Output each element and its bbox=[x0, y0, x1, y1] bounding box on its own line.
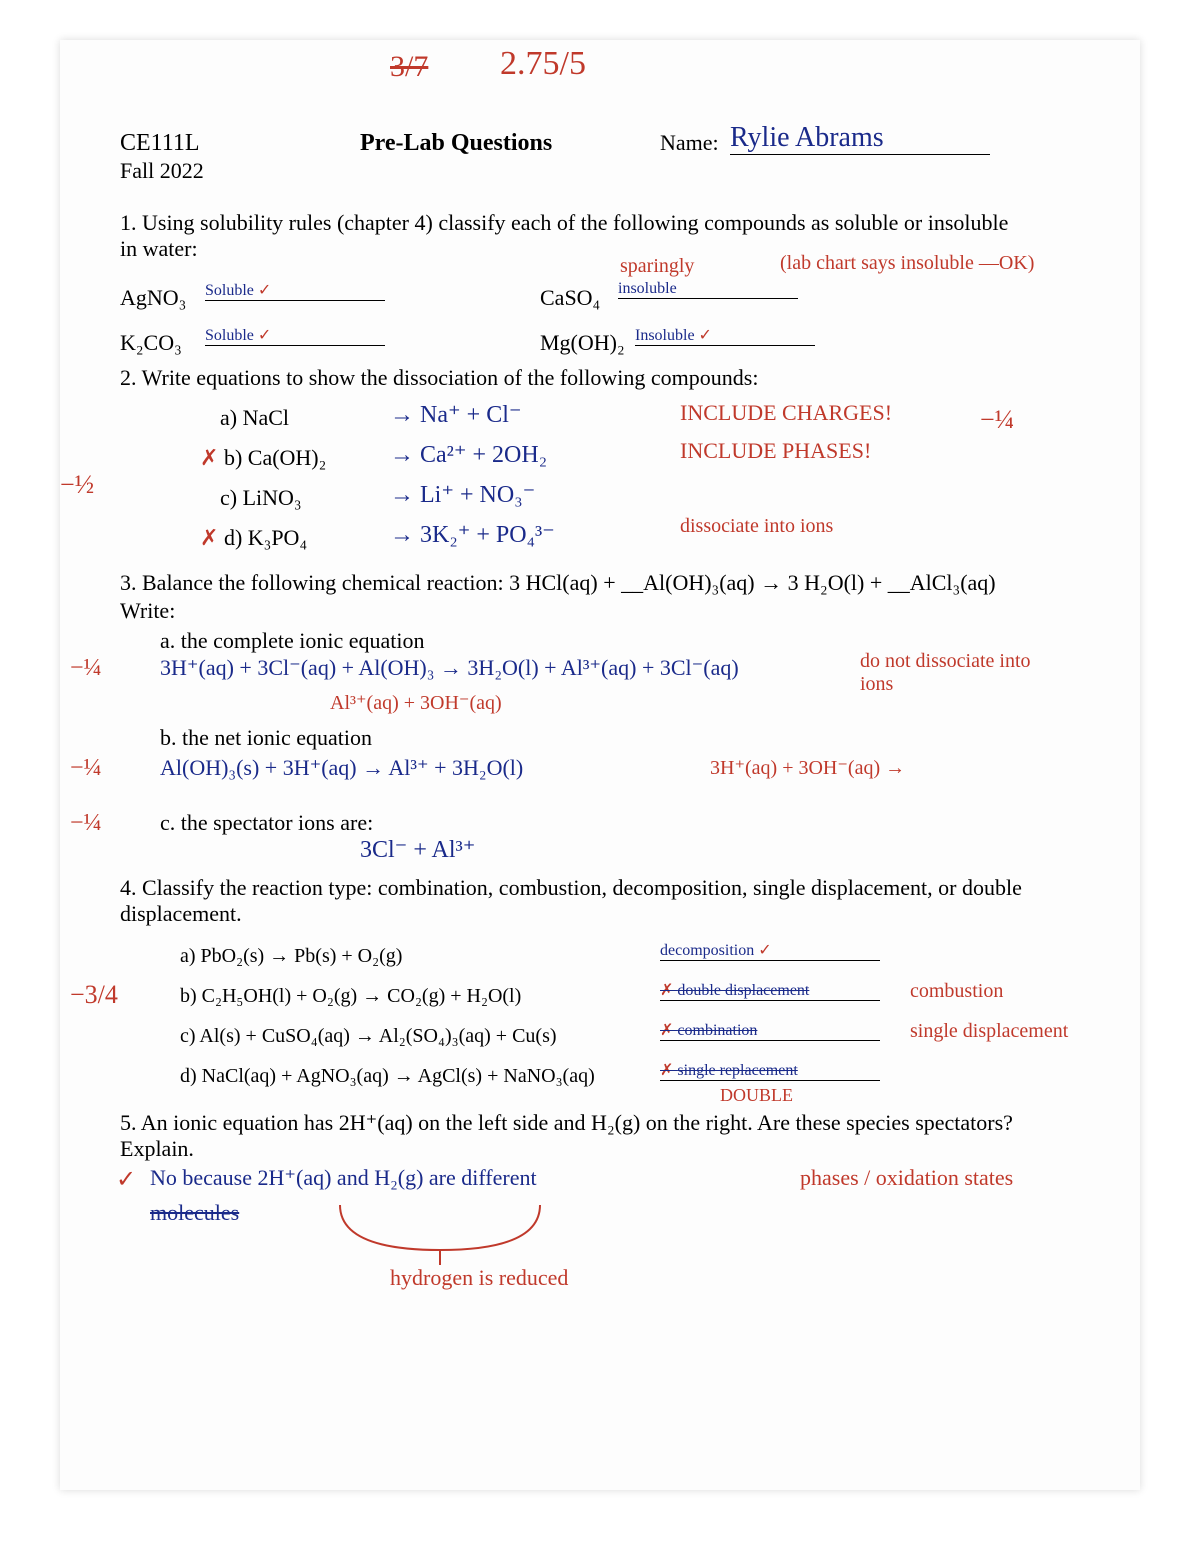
name-label: Name: bbox=[660, 130, 719, 156]
q2-note2: INCLUDE PHASES! bbox=[680, 438, 871, 464]
q1d-label: Mg(OH)₂ bbox=[540, 330, 625, 356]
q4-prompt: 4. Classify the reaction type: combinati… bbox=[120, 875, 1040, 927]
q5-check: ✓ bbox=[116, 1165, 136, 1194]
q4d-ans: single replacement bbox=[660, 1060, 880, 1081]
q1b-note2: (lab chart says insoluble —OK) bbox=[780, 252, 1060, 275]
q5-ans2: molecules bbox=[150, 1200, 239, 1226]
q3c-label: c. the spectator ions are: bbox=[160, 810, 373, 836]
q5-prompt: 5. An ionic equation has 2H⁺(aq) on the … bbox=[120, 1110, 1040, 1162]
q2c-ans: → Li⁺ + NO₃⁻ bbox=[390, 480, 535, 509]
q2d-ans: → 3K₂⁺ + PO₄³⁻ bbox=[390, 520, 555, 549]
term: Fall 2022 bbox=[120, 158, 204, 184]
q2-note3: dissociate into ions bbox=[680, 515, 840, 538]
worksheet-page: 3/7 2.75/5 CE111L Fall 2022 Pre-Lab Ques… bbox=[60, 40, 1140, 1490]
q2-ded1: −½ bbox=[60, 470, 94, 500]
course-code: CE111L bbox=[120, 130, 200, 157]
q4d: d) NaCl(aq) + AgNO₃(aq) → AgCl(s) + NaNO… bbox=[180, 1065, 595, 1088]
q2d: d) K₃PO₄ bbox=[200, 525, 307, 551]
q2c: c) LiNO₃ bbox=[220, 485, 302, 511]
q4d-fix: DOUBLE bbox=[720, 1085, 793, 1106]
score-struck: 3/7 bbox=[390, 50, 428, 84]
score-final: 2.75/5 bbox=[500, 45, 586, 83]
q3a-fix: Al³⁺(aq) + 3OH⁻(aq) bbox=[330, 690, 502, 715]
q3-write: Write: bbox=[120, 598, 175, 624]
q3a-note: do not dissociate into ions bbox=[860, 650, 1060, 696]
q4b-ans: double displacement bbox=[660, 980, 880, 1001]
q2b: b) Ca(OH)₂ bbox=[200, 445, 326, 471]
q3a-ans: 3H⁺(aq) + 3Cl⁻(aq) + Al(OH)₃ → 3H₂O(l) +… bbox=[160, 655, 739, 681]
bracket-icon bbox=[330, 1200, 550, 1275]
q2-note1: INCLUDE CHARGES! bbox=[680, 400, 892, 426]
q1b-ans: insoluble bbox=[618, 280, 798, 299]
page-title: Pre-Lab Questions bbox=[360, 130, 552, 157]
q4b-fix: combustion bbox=[910, 980, 1003, 1003]
q1b-label: CaSO₄ bbox=[540, 285, 600, 311]
q3a-ded: −¼ bbox=[70, 655, 102, 682]
q2-prompt: 2. Write equations to show the dissociat… bbox=[120, 365, 1020, 391]
q3b-ded: −¼ bbox=[70, 755, 102, 782]
q3c-ans: 3Cl⁻ + Al³⁺ bbox=[360, 835, 475, 864]
q3c-ded: −¼ bbox=[70, 810, 102, 837]
student-name: Rylie Abrams bbox=[730, 122, 990, 155]
q3a-label: a. the complete ionic equation bbox=[160, 628, 425, 654]
q2a-ans: → Na⁺ + Cl⁻ bbox=[390, 400, 522, 429]
q1a-ans: Soluble bbox=[205, 280, 385, 301]
q2-ded2: −¼ bbox=[980, 405, 1014, 435]
q1d-ans: Insoluble bbox=[635, 325, 815, 346]
q4b: b) C₂H₅OH(l) + O₂(g) → CO₂(g) + H₂O(l) bbox=[180, 985, 521, 1008]
q4-ded: −3/4 bbox=[70, 980, 118, 1010]
q3b-label: b. the net ionic equation bbox=[160, 725, 372, 751]
q4a: a) PbO₂(s) → Pb(s) + O₂(g) bbox=[180, 945, 402, 968]
q2a: a) NaCl bbox=[220, 405, 289, 431]
q4c: c) Al(s) + CuSO₄(aq) → Al₂(SO₄)₃(aq) + C… bbox=[180, 1025, 557, 1048]
q2b-ans: → Ca²⁺ + 2OH₂ bbox=[390, 440, 547, 469]
q3-prompt: 3. Balance the following chemical reacti… bbox=[120, 570, 1060, 596]
q4c-fix: single displacement bbox=[910, 1020, 1068, 1043]
q1c-label: K₂CO₃ bbox=[120, 330, 182, 356]
q4c-ans: combination bbox=[660, 1020, 880, 1041]
q4a-ans: decomposition bbox=[660, 940, 880, 961]
q5-fix: phases / oxidation states bbox=[800, 1165, 1060, 1191]
q3b-fix: 3H⁺(aq) + 3OH⁻(aq) → bbox=[710, 755, 905, 780]
q5-ans: No because 2H⁺(aq) and H₂(g) are differe… bbox=[150, 1165, 537, 1191]
q1a-label: AgNO₃ bbox=[120, 285, 186, 311]
q1c-ans: Soluble bbox=[205, 325, 385, 346]
q3b-ans: Al(OH)₃(s) + 3H⁺(aq) → Al³⁺ + 3H₂O(l) bbox=[160, 755, 523, 781]
q1b-note1: sparingly bbox=[620, 255, 694, 278]
